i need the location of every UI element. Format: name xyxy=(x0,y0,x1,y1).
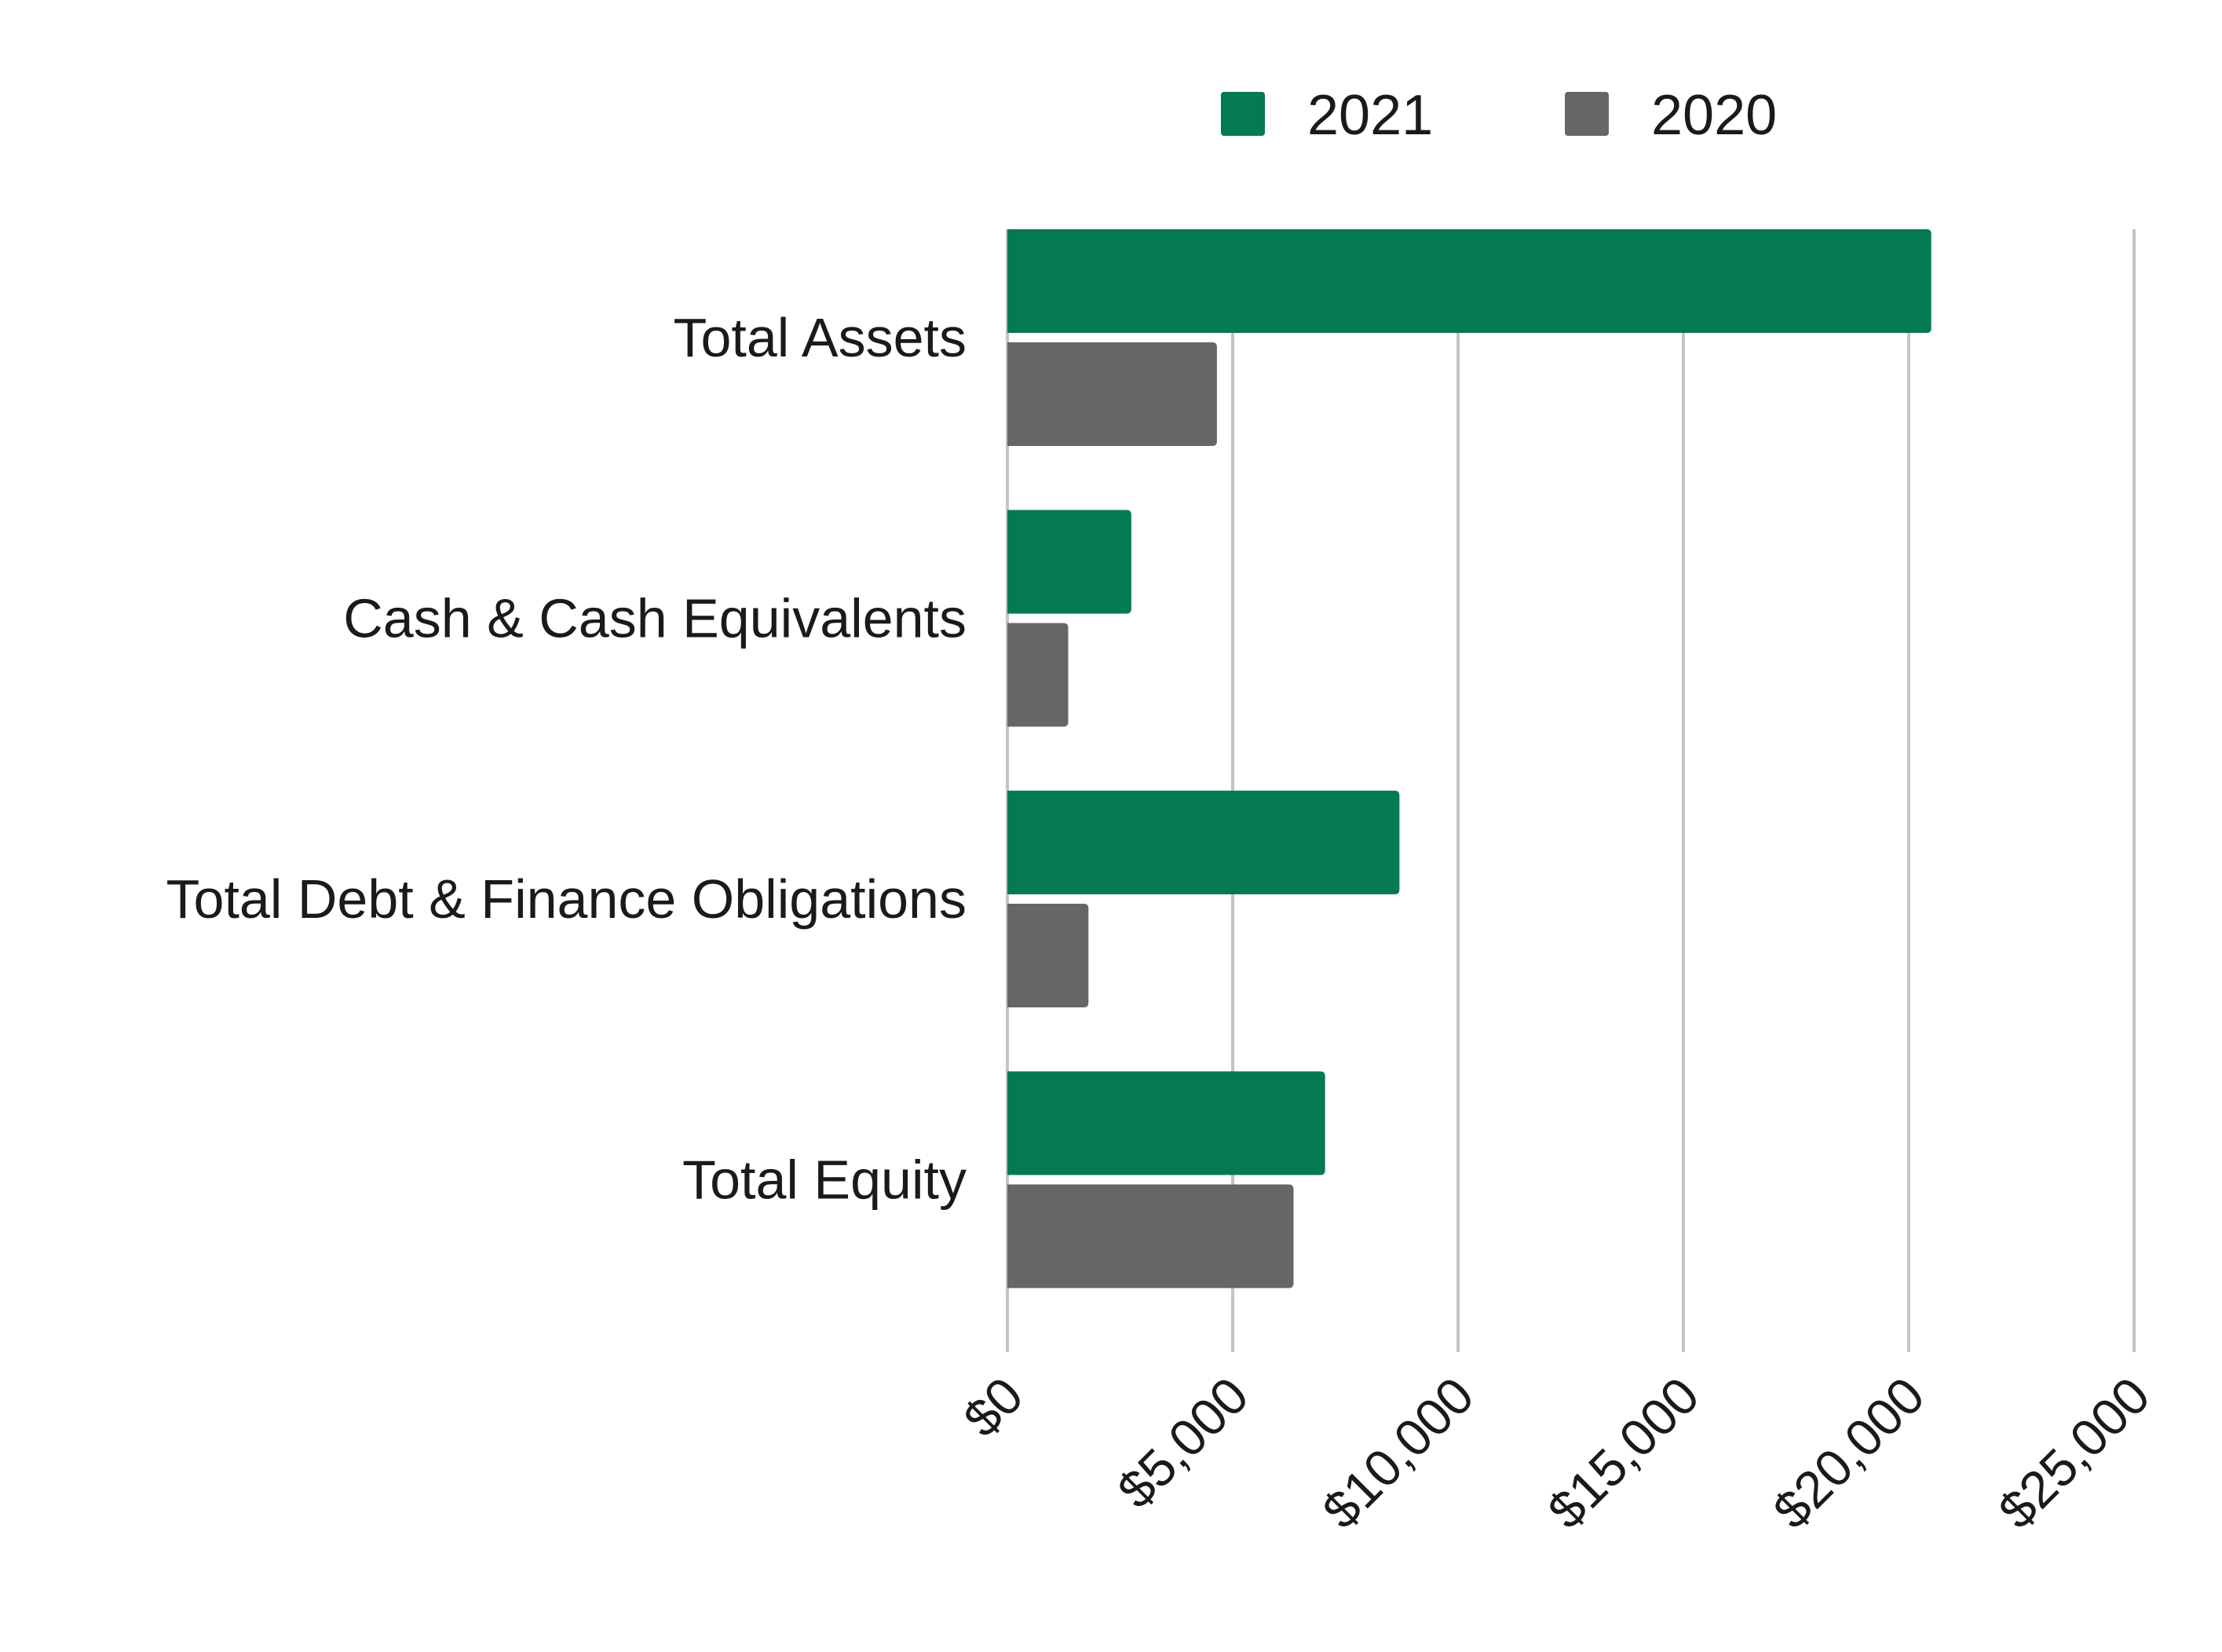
legend-swatch-2021 xyxy=(1221,92,1265,136)
category-label-total-debt-and-finance-obligations: Total Debt & Finance Obligations xyxy=(166,868,967,930)
x-tick-label-5-000: $5,000 xyxy=(1106,1366,1259,1519)
bar-total-debt-and-finance-obligations-2020 xyxy=(1007,904,1089,1007)
bar-total-equity-2021 xyxy=(1007,1071,1325,1175)
bars xyxy=(1007,229,1931,1288)
bar-total-equity-2020 xyxy=(1007,1184,1294,1288)
bar-total-assets-2020 xyxy=(1007,342,1217,446)
legend: 2021 2020 xyxy=(1221,84,1777,147)
bar-total-debt-and-finance-obligations-2021 xyxy=(1007,791,1400,894)
x-tick-label-25-000: $25,000 xyxy=(1987,1366,2161,1540)
legend-swatch-2020 xyxy=(1565,92,1609,136)
x-axis-tick-labels: $0 $5,000 $10,000 $15,000 $20,000 $25,000 xyxy=(952,1366,2161,1540)
bar-total-assets-2021 xyxy=(1007,229,1931,333)
bar-cash-and-cash-equivalents-2021 xyxy=(1007,510,1131,614)
category-label-cash-and-cash-equivalents: Cash & Cash Equivalents xyxy=(343,588,967,649)
category-label-total-assets: Total Assets xyxy=(673,307,967,368)
x-tick-label-15-000: $15,000 xyxy=(1537,1366,1710,1540)
category-labels: Total Assets Cash & Cash Equivalents Total… xyxy=(166,307,967,1211)
x-tick-label-10-000: $10,000 xyxy=(1311,1366,1485,1540)
bar-cash-and-cash-equivalents-2020 xyxy=(1007,623,1069,727)
legend-label-2021: 2021 xyxy=(1307,84,1433,147)
x-tick-label-20-000: $20,000 xyxy=(1762,1366,1935,1540)
legend-label-2020: 2020 xyxy=(1651,84,1777,147)
category-label-total-equity: Total Equity xyxy=(682,1149,967,1211)
x-tick-label-0: $0 xyxy=(952,1366,1034,1448)
